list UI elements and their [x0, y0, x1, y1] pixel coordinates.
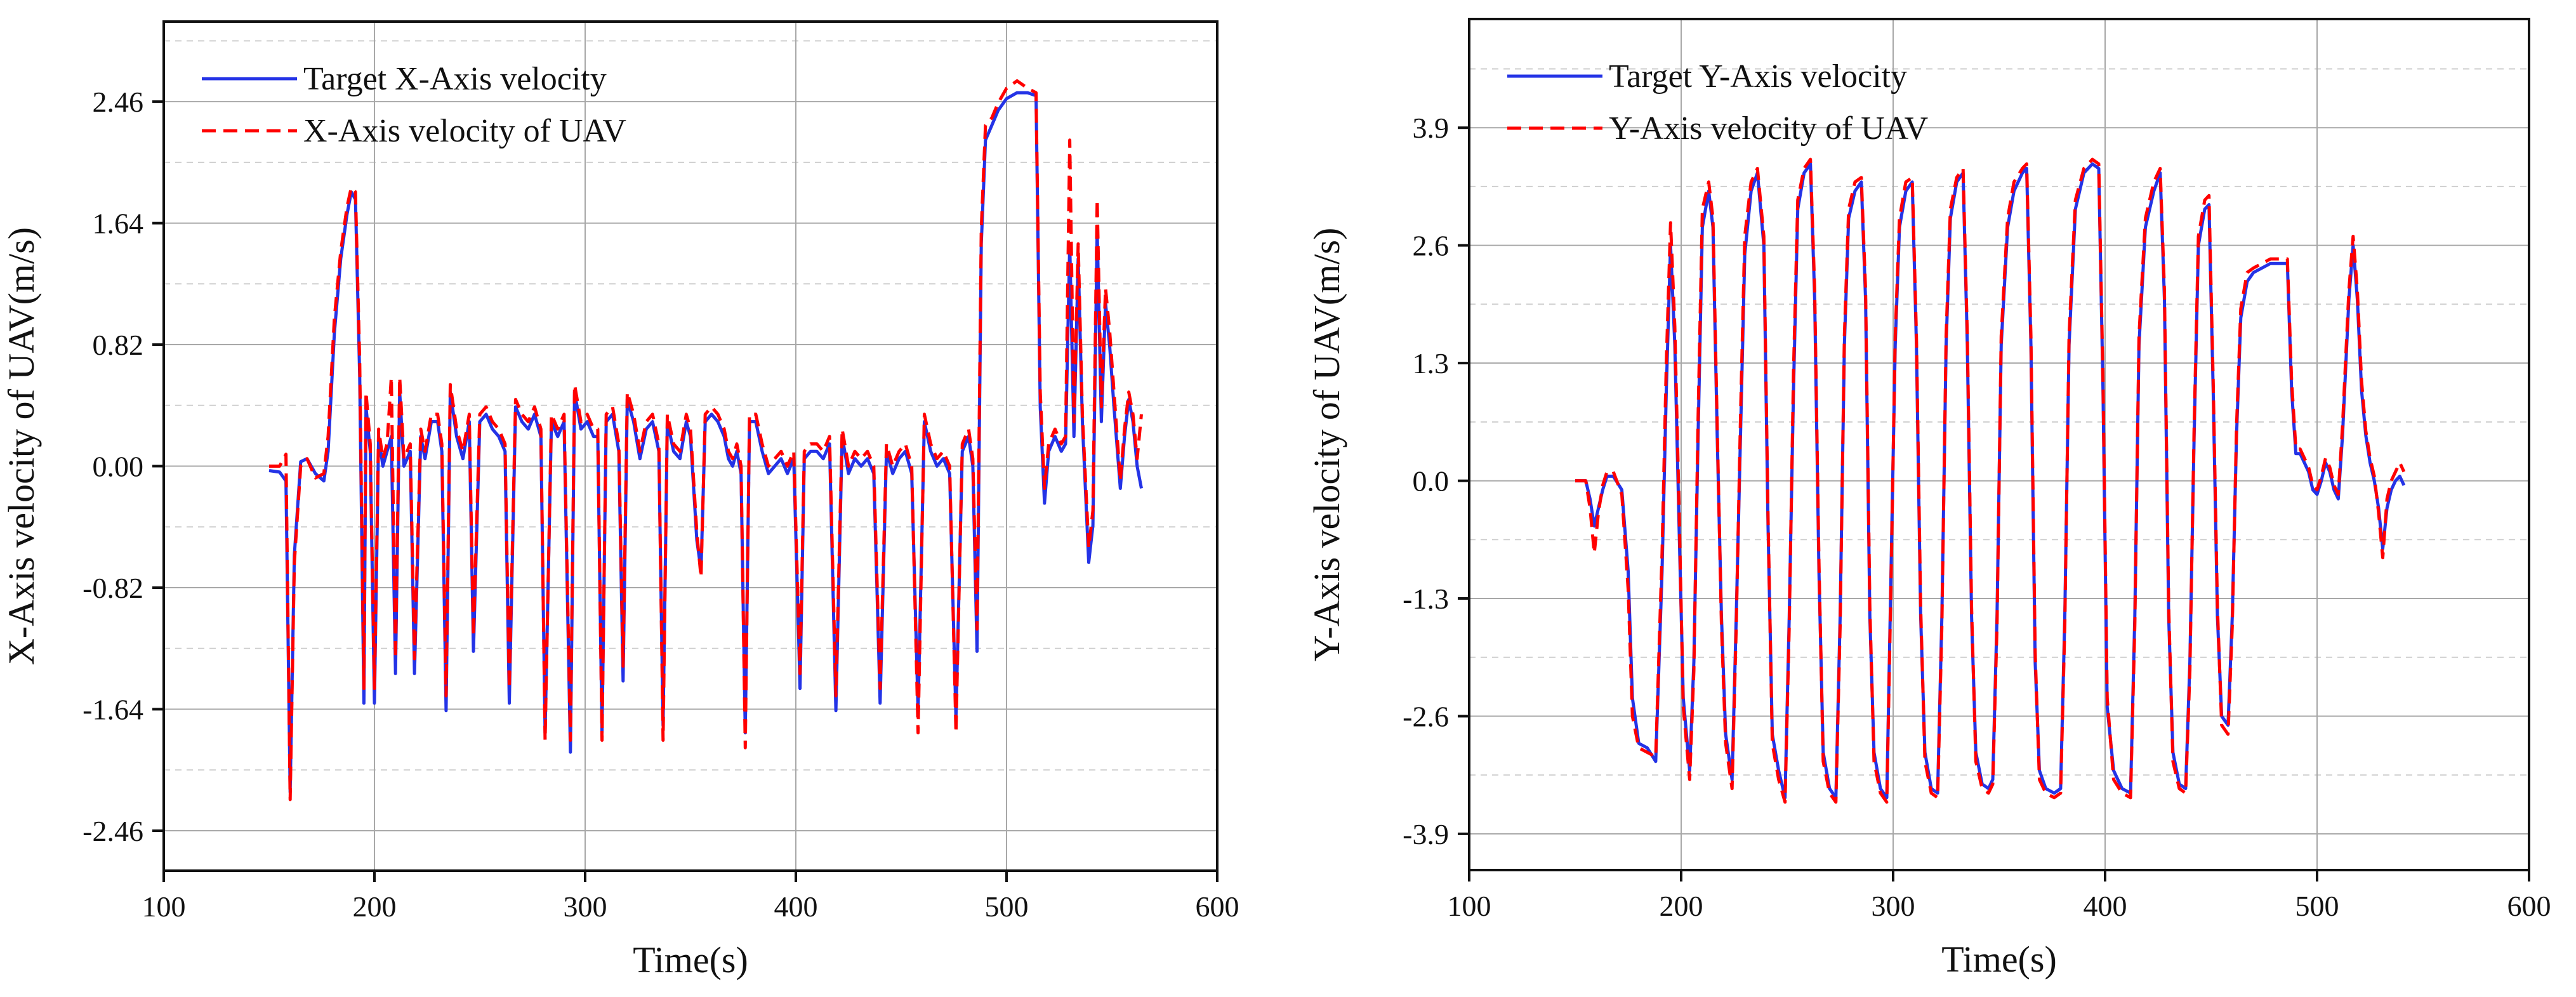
chart-x-xtick-label: 200 [353, 890, 397, 923]
chart-x-series-uav-line [269, 79, 1143, 802]
chart-x-xtick-label: 300 [564, 890, 607, 923]
chart-x-ytick-label: -1.64 [83, 693, 143, 725]
chart-y-xtick-label: 500 [2295, 890, 2339, 922]
chart-x-legend-label-uav: X-Axis velocity of UAV [303, 113, 626, 149]
chart-y-ytick-label: 3.9 [1413, 112, 1450, 144]
chart-y-xtick-label: 100 [1448, 890, 1491, 922]
chart-y-series-uav-line [1575, 157, 2406, 804]
chart-x-ytick-label: 0.82 [93, 329, 144, 361]
chart-x-series-target-line [268, 91, 1143, 794]
chart-x-plot-frame [162, 20, 1219, 872]
chart-x-xtick-label: 500 [985, 890, 1029, 923]
chart-x-ytick-label: 0.00 [93, 451, 144, 483]
chart-x-xtick-label: 600 [1196, 890, 1239, 923]
chart-y-plot-frame [1468, 18, 2530, 871]
chart-x: 100 200 300 400 500 600 -2.46 -1.64 -0.82 0.00 0.8… [1, 20, 1239, 980]
chart-y-ytick-label: -1.3 [1403, 583, 1449, 615]
chart-x-xtick-label: 100 [142, 890, 186, 923]
chart-y-ytick-label: -2.6 [1403, 700, 1449, 732]
chart-y-ytick-label: 2.6 [1413, 230, 1450, 262]
chart-x-ytick-label: -0.82 [83, 572, 143, 604]
chart-y: 100 200 300 400 500 600 -3.9 -2.6 -1.3 0.0 1.3 2.6 3… [1306, 18, 2551, 980]
chart-y-ytick-label: -3.9 [1403, 818, 1449, 850]
chart-x-xtick-label: 400 [774, 890, 818, 923]
chart-y-xtick-label: 200 [1660, 890, 1703, 922]
chart-x-ytick-label: -2.46 [83, 815, 143, 847]
chart-y-xaxis-title: Time(s) [1941, 939, 2057, 980]
chart-y-xtick-label: 400 [2084, 890, 2127, 922]
chart-y-ytick-label: 0.0 [1413, 465, 1450, 498]
chart-x-legend-label-target: Target X-Axis velocity [303, 61, 607, 97]
chart-y-xtick-label: 600 [2507, 890, 2551, 922]
chart-x-xaxis-title: Time(s) [633, 939, 748, 980]
chart-y-yaxis-title: Y-Axis velocity of UAV(m/s) [1306, 228, 1347, 662]
chart-x-yaxis-title: X-Axis velocity of UAV(m/s) [1, 227, 42, 665]
chart-y-ytick-label: 1.3 [1413, 347, 1450, 380]
chart-y-legend-label-uav: Y-Axis velocity of UAV [1609, 110, 1928, 147]
chart-x-ytick-label: 1.64 [93, 208, 144, 240]
chart-x-ytick-label: 2.46 [93, 86, 144, 118]
chart-y-xtick-label: 300 [1872, 890, 1915, 922]
chart-y-legend-label-target: Target Y-Axis velocity [1609, 58, 1907, 95]
